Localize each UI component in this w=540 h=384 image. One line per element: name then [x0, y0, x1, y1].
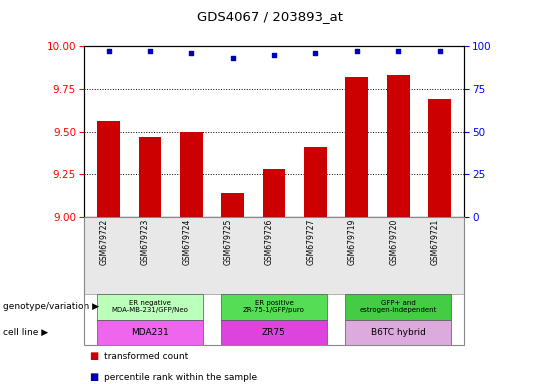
- Text: GSM679721: GSM679721: [430, 219, 440, 265]
- Bar: [262, 169, 286, 217]
- Bar: [180, 131, 202, 217]
- Bar: [428, 99, 451, 217]
- Text: GSM679727: GSM679727: [306, 219, 315, 265]
- Text: ■: ■: [89, 351, 98, 361]
- Text: transformed count: transformed count: [104, 352, 188, 361]
- Text: MDA231: MDA231: [131, 328, 169, 337]
- Bar: [97, 121, 120, 217]
- Text: GSM679722: GSM679722: [99, 219, 109, 265]
- Point: [270, 51, 279, 58]
- Point: [228, 55, 237, 61]
- Text: GSM679725: GSM679725: [224, 219, 233, 265]
- Point: [353, 48, 361, 54]
- Text: GSM679724: GSM679724: [183, 219, 191, 265]
- Text: genotype/variation ▶: genotype/variation ▶: [3, 302, 99, 311]
- Text: GDS4067 / 203893_at: GDS4067 / 203893_at: [197, 10, 343, 23]
- Text: ZR75: ZR75: [262, 328, 286, 337]
- Text: ER negative
MDA-MB-231/GFP/Neo: ER negative MDA-MB-231/GFP/Neo: [111, 300, 188, 313]
- Text: GSM679726: GSM679726: [265, 219, 274, 265]
- Bar: [304, 147, 327, 217]
- Text: GFP+ and
estrogen-independent: GFP+ and estrogen-independent: [360, 300, 437, 313]
- Text: cell line ▶: cell line ▶: [3, 328, 48, 337]
- Point: [311, 50, 320, 56]
- Bar: [346, 77, 368, 217]
- Point: [104, 48, 113, 54]
- Text: GSM679723: GSM679723: [141, 219, 150, 265]
- Text: percentile rank within the sample: percentile rank within the sample: [104, 373, 258, 382]
- Text: B6TC hybrid: B6TC hybrid: [371, 328, 426, 337]
- Bar: [387, 75, 409, 217]
- Point: [146, 48, 154, 54]
- Point: [187, 50, 195, 56]
- Text: ER positive
ZR-75-1/GFP/puro: ER positive ZR-75-1/GFP/puro: [243, 300, 305, 313]
- Text: GSM679719: GSM679719: [348, 219, 357, 265]
- Bar: [139, 137, 161, 217]
- Point: [435, 48, 444, 54]
- Point: [394, 48, 402, 54]
- Text: GSM679720: GSM679720: [389, 219, 398, 265]
- Text: ■: ■: [89, 372, 98, 382]
- Bar: [221, 193, 244, 217]
